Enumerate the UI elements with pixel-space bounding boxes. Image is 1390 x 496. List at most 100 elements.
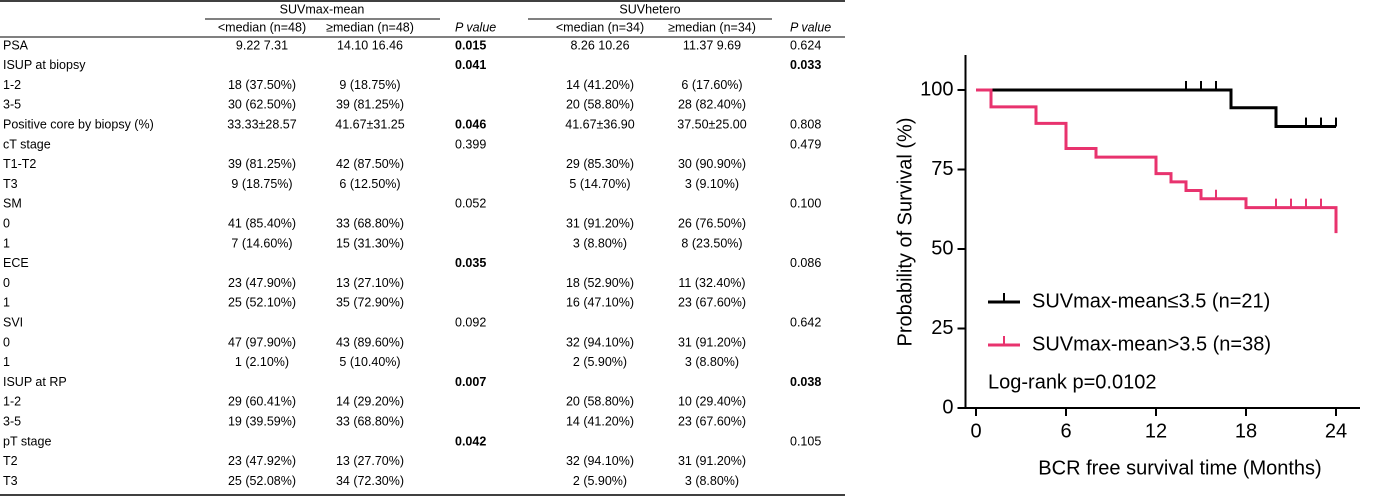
y-tick-label: 0 <box>942 396 953 418</box>
cell: 23 (67.60%) <box>678 296 746 310</box>
cell: 7 (14.60%) <box>231 236 292 250</box>
cell: 31 (91.20%) <box>678 335 746 349</box>
cell: 33 (68.80%) <box>336 414 404 428</box>
cell: 31 (91.20%) <box>678 454 746 468</box>
cell: 3 (9.10%) <box>685 177 739 191</box>
legend-label: SUVmax-mean≤3.5 (n=21) <box>1032 290 1270 312</box>
cell: 10 (29.40%) <box>678 395 746 409</box>
cell: 9 (18.75%) <box>339 78 400 92</box>
column-header: <median (n=48) <box>218 20 306 34</box>
cell: 30 (90.90%) <box>678 157 746 171</box>
cell: 0.479 <box>790 137 821 151</box>
cell: 11 (32.40%) <box>678 276 745 290</box>
x-tick-label: 12 <box>1145 420 1167 442</box>
y-tick-label: 100 <box>920 78 953 100</box>
cell: 29 (85.30%) <box>566 157 634 171</box>
cell: 3 (8.80%) <box>685 355 739 369</box>
cell: 26 (76.50%) <box>678 216 746 230</box>
group-header: SUVhetero <box>619 2 680 16</box>
row-label: pT stage <box>3 434 51 448</box>
survival-curve <box>976 88 1336 129</box>
row-label: 1-2 <box>3 78 21 92</box>
row-label: 1 <box>3 355 10 369</box>
cell: 0.399 <box>455 137 486 151</box>
cell: 0.015 <box>455 38 486 52</box>
cell: 0.038 <box>790 375 821 389</box>
cell: 0.092 <box>455 315 486 329</box>
cell: 32 (94.10%) <box>566 454 634 468</box>
cell: 0.033 <box>790 58 821 72</box>
row-label: PSA <box>3 38 29 52</box>
row-label: 0 <box>3 216 10 230</box>
cell: 32 (94.10%) <box>566 335 634 349</box>
cell: 0.046 <box>455 117 486 131</box>
column-header: ≥median (n=34) <box>668 20 756 34</box>
cell: 1 (2.10%) <box>235 355 289 369</box>
cell: 14 (41.20%) <box>566 78 634 92</box>
cell: 8.26 10.26 <box>570 38 629 52</box>
cell: 37.50±25.00 <box>677 117 746 131</box>
cell: 0.007 <box>455 375 486 389</box>
cell: 18 (37.50%) <box>228 78 296 92</box>
y-tick-label: 75 <box>931 158 953 180</box>
group-header: SUVmax-mean <box>280 2 365 16</box>
row-label: SM <box>3 197 22 211</box>
cell: 25 (52.08%) <box>228 474 296 488</box>
cell: 28 (82.40%) <box>678 98 746 112</box>
cell: 0.808 <box>790 117 821 131</box>
cell: 5 (10.40%) <box>339 355 400 369</box>
cell: 23 (47.92%) <box>228 454 296 468</box>
row-label: SVI <box>3 315 23 329</box>
cell: 39 (81.25%) <box>336 98 404 112</box>
x-tick-label: 24 <box>1325 420 1347 442</box>
cell: 3 (8.80%) <box>685 474 739 488</box>
legend-label: SUVmax-mean>3.5 (n=38) <box>1032 333 1271 355</box>
cell: 43 (89.60%) <box>336 335 404 349</box>
cell: 16 (47.10%) <box>566 296 634 310</box>
x-tick-label: 0 <box>970 420 981 442</box>
cell: 11.37 9.69 <box>683 38 741 52</box>
cell: 6 (17.60%) <box>681 78 742 92</box>
row-label: 3-5 <box>3 98 21 112</box>
cell: 2 (5.90%) <box>573 474 627 488</box>
row-label: T1-T2 <box>3 157 36 171</box>
cell: 14 (29.20%) <box>336 395 404 409</box>
row-label: ISUP at RP <box>3 375 67 389</box>
cell: 0.624 <box>790 38 821 52</box>
cell: 0.086 <box>790 256 821 270</box>
cell: 25 (52.10%) <box>228 296 296 310</box>
column-header: ≥median (n=48) <box>326 20 414 34</box>
cell: 3 (8.80%) <box>573 236 627 250</box>
row-label: ECE <box>3 256 29 270</box>
cell: 23 (67.60%) <box>678 414 746 428</box>
cell: 14.10 16.46 <box>337 38 403 52</box>
cell: 47 (97.90%) <box>228 335 296 349</box>
row-label: 1 <box>3 296 10 310</box>
cell: 42 (87.50%) <box>336 157 404 171</box>
cell: 0.035 <box>455 256 486 270</box>
row-label: cT stage <box>3 137 51 151</box>
cell: 41 (85.40%) <box>228 216 296 230</box>
y-axis-label: Probability of Survival (%) <box>894 118 916 347</box>
annotation: Log-rank p=0.0102 <box>988 371 1156 393</box>
row-label: 3-5 <box>3 414 21 428</box>
cell: 31 (91.20%) <box>566 216 634 230</box>
row-label: 1-2 <box>3 395 21 409</box>
cell: 33 (68.80%) <box>336 216 404 230</box>
cell: 0.105 <box>790 434 821 448</box>
cell: 2 (5.90%) <box>573 355 627 369</box>
cell: 15 (31.30%) <box>336 236 404 250</box>
cell: 13 (27.70%) <box>336 454 404 468</box>
cell: 23 (47.90%) <box>228 276 296 290</box>
cell: 29 (60.41%) <box>228 395 296 409</box>
cell: 41.67±36.90 <box>565 117 634 131</box>
cell: 9.22 7.31 <box>236 38 288 52</box>
y-tick-label: 50 <box>931 237 953 259</box>
cell: 9 (18.75%) <box>231 177 292 191</box>
row-label: 0 <box>3 335 10 349</box>
cell: 34 (72.30%) <box>336 474 404 488</box>
x-tick-label: 6 <box>1060 420 1071 442</box>
cell: 8 (23.50%) <box>681 236 742 250</box>
cell: 0.042 <box>455 434 486 448</box>
